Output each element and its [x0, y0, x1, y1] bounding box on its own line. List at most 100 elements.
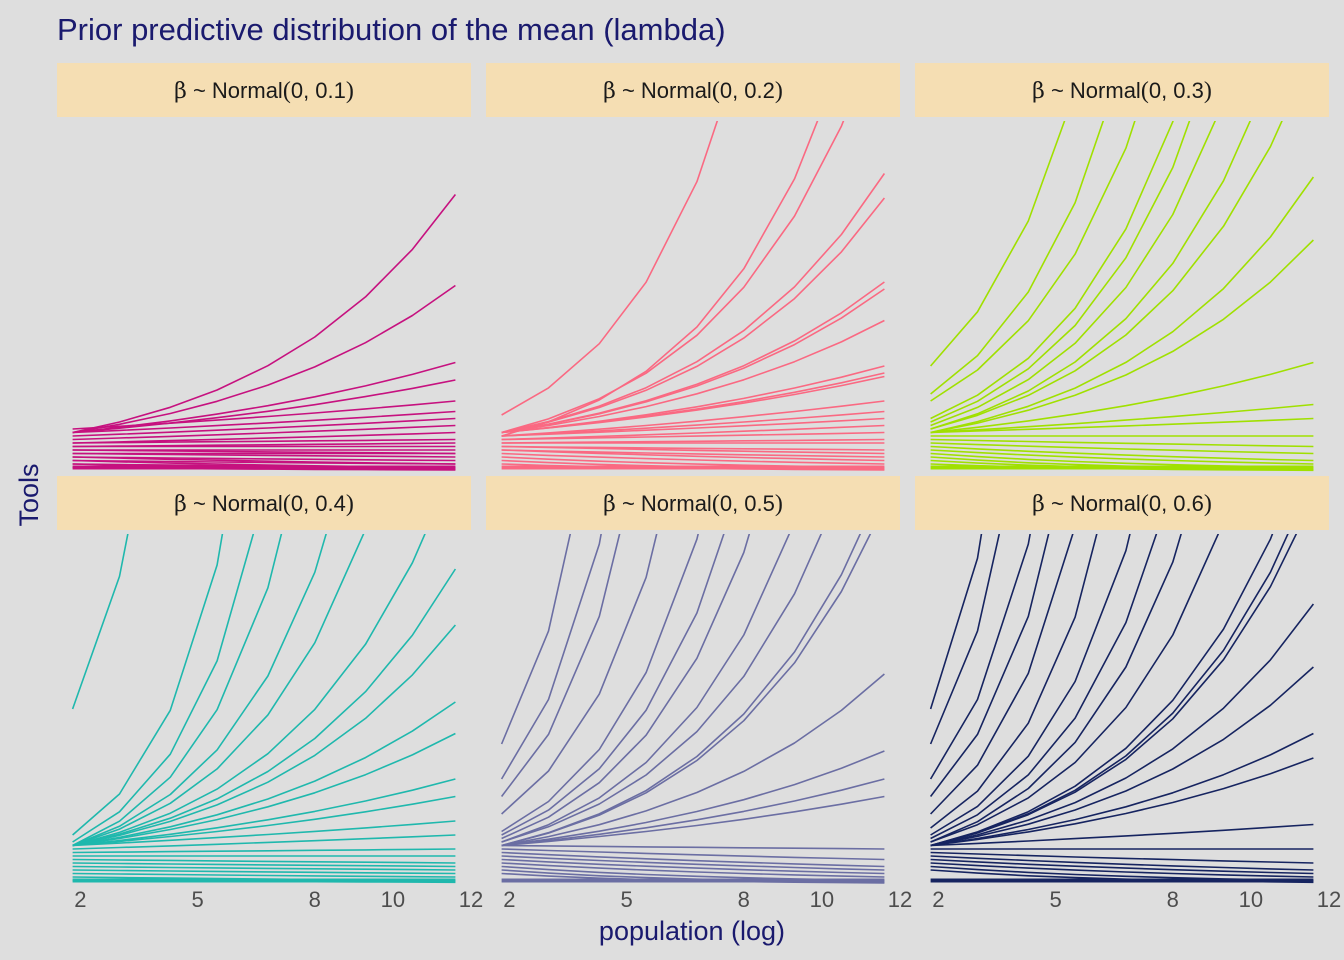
series-line [930, 603, 1315, 847]
series-line [929, 534, 1050, 797]
facet-strip-label: β ~ Normal(0, 0.6) [1032, 491, 1212, 517]
series-line [501, 449, 885, 462]
series-line [501, 750, 885, 847]
facet-strip-part: ( [1141, 78, 1149, 104]
facet-strip-part: β [1032, 492, 1045, 517]
series-line [501, 197, 886, 434]
facet-panel: β ~ Normal(0, 0.2) [486, 63, 900, 471]
facet-strip-part: β [174, 79, 187, 104]
x-tick-label: 10 [1239, 887, 1263, 912]
facet-strip-part: ) [775, 78, 783, 104]
series-line [501, 844, 885, 850]
facet-strip-label: β ~ Normal(0, 0.3) [1032, 78, 1212, 104]
series-line [72, 459, 456, 465]
series-line [501, 375, 885, 434]
series-line [72, 410, 456, 434]
facet-strip-part: ( [1141, 491, 1149, 517]
facet-strip-part: ~ Normal [616, 491, 712, 516]
series-line [72, 438, 456, 444]
series-line [930, 757, 1314, 847]
facet-series-group [929, 534, 1315, 884]
series-line [500, 534, 572, 745]
series-line [72, 732, 456, 847]
series-line [72, 858, 456, 864]
series-line [930, 534, 1289, 847]
series-line [501, 534, 791, 843]
series-line [72, 869, 456, 875]
x-tick-label: 10 [381, 887, 405, 912]
series-line [501, 673, 885, 847]
facet-strip-part: 0, 0.6 [1149, 491, 1204, 516]
facet-strip-part: ~ Normal [1045, 78, 1141, 103]
facet-strip-part: ( [712, 491, 720, 517]
series-line [72, 424, 456, 441]
series-line [501, 288, 885, 434]
series-line [930, 855, 1314, 871]
series-line [72, 534, 426, 847]
series-line [72, 778, 456, 847]
series-line [930, 732, 1314, 847]
facet-strip-part: ( [283, 78, 291, 104]
facet-strip [486, 476, 900, 530]
facet-series-group [72, 194, 457, 471]
facet-strip-label: β ~ Normal(0, 0.5) [603, 491, 783, 517]
series-line [930, 121, 1174, 420]
series-line [501, 534, 699, 833]
series-line [930, 121, 1217, 427]
series-line [72, 456, 456, 462]
series-line [72, 417, 456, 437]
series-line [930, 666, 1314, 847]
series-line [930, 121, 1105, 395]
facet-strip-part: ) [1204, 78, 1212, 104]
series-line [930, 534, 1298, 847]
series-line [930, 442, 1314, 455]
facet-strip-part: β [603, 79, 616, 104]
facet-panel: β ~ Normal(0, 0.3) [915, 63, 1329, 472]
series-line [72, 848, 456, 854]
series-line [930, 858, 1314, 875]
facet-strip-label: β ~ Normal(0, 0.1) [174, 78, 354, 104]
series-line [501, 855, 885, 871]
x-axis-title: population (log) [599, 916, 785, 946]
facet-strip-part: ( [283, 491, 291, 517]
x-tick-label: 10 [810, 887, 834, 912]
series-line [72, 795, 456, 847]
series-line [930, 851, 1314, 864]
facet-strip [915, 63, 1329, 117]
facet-panel: β ~ Normal(0, 0.5) 2 5 8 10 12 [486, 476, 912, 912]
facet-series-group [71, 534, 457, 884]
series-line [930, 534, 1131, 836]
series-line [501, 534, 823, 843]
facet-panel: β ~ Normal(0, 0.1) [57, 63, 471, 471]
facet-strip-part: β [174, 492, 187, 517]
series-line [72, 431, 456, 444]
facet-strip [915, 476, 1329, 530]
series-line [500, 534, 602, 780]
facet-series-group [929, 121, 1315, 472]
series-line [72, 872, 456, 878]
series-line [72, 534, 327, 847]
series-line [930, 121, 1252, 430]
series-line [500, 534, 621, 797]
series-line [930, 121, 1136, 402]
facet-strip-part: ) [346, 78, 354, 104]
facet-strip-part: 0, 0.3 [1149, 78, 1204, 103]
x-tick-label: 8 [738, 887, 750, 912]
series-line [72, 624, 457, 847]
series-line [72, 534, 283, 847]
facet-strip-part: ~ Normal [1045, 491, 1141, 516]
series-line [501, 431, 885, 441]
facet-strip-part: β [603, 492, 616, 517]
series-line [72, 452, 456, 458]
facet-panels: β ~ Normal(0, 0.1) β ~ Normal(0, 0.2) β ~ … [57, 63, 1341, 912]
series-line [930, 823, 1314, 847]
x-tick-label: 8 [309, 887, 321, 912]
series-line [930, 445, 1314, 462]
facet-strip [57, 476, 471, 530]
series-line [501, 121, 819, 437]
series-line [501, 862, 885, 878]
series-line [72, 834, 456, 850]
series-line [501, 778, 885, 847]
x-tick-label: 2 [932, 887, 944, 912]
